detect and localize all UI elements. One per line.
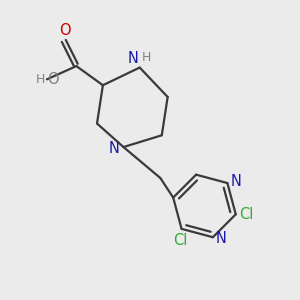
- Text: N: N: [109, 141, 120, 156]
- Text: H: H: [142, 51, 152, 64]
- Text: N: N: [216, 231, 227, 246]
- Text: N: N: [230, 174, 241, 189]
- Text: O: O: [59, 23, 70, 38]
- Text: Cl: Cl: [239, 207, 254, 222]
- Text: O: O: [47, 72, 58, 87]
- Text: N: N: [127, 51, 138, 66]
- Text: Cl: Cl: [173, 233, 187, 248]
- Text: H: H: [36, 73, 46, 86]
